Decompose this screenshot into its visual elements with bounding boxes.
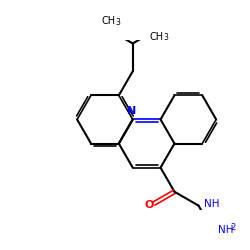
Text: CH: CH bbox=[102, 16, 116, 26]
Text: 3: 3 bbox=[164, 33, 168, 42]
Text: O: O bbox=[145, 200, 154, 210]
Text: NH: NH bbox=[204, 199, 220, 209]
Text: NH: NH bbox=[218, 225, 234, 235]
Text: 3: 3 bbox=[116, 18, 120, 27]
Text: CH: CH bbox=[150, 32, 164, 42]
Text: N: N bbox=[126, 106, 136, 116]
Text: 2: 2 bbox=[230, 222, 235, 232]
